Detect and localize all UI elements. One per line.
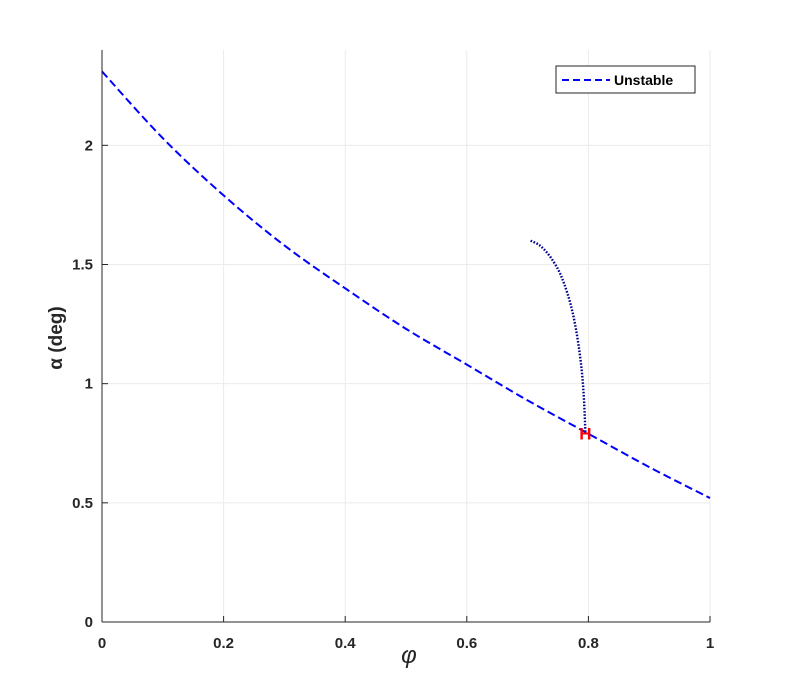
x-tick-label-1: 0.2 [213, 635, 234, 652]
y-axis-label: α (deg) [46, 306, 67, 369]
y-tick-label-1: 0.5 [72, 495, 93, 512]
x-tick-label-2: 0.4 [335, 635, 357, 652]
x-tick-label-5: 1 [706, 635, 714, 652]
series-line-0 [101, 70, 711, 499]
grid [101, 50, 711, 623]
series-line-1 [530, 239, 587, 432]
tick-labels: 0 0.2 0.4 0.6 0.8 1 0 0.5 1 1.5 2 [72, 137, 714, 652]
annotations: H [579, 425, 591, 444]
y-tick-label-4: 2 [85, 137, 93, 154]
legend: Unstable [555, 65, 696, 94]
x-tick-label-0: 0 [98, 635, 106, 652]
y-tick-label-3: 1.5 [72, 257, 93, 274]
legend-entry-unstable: Unstable [614, 72, 673, 88]
y-tick-label-2: 1 [85, 376, 93, 393]
x-axis-label: φ [401, 642, 417, 669]
x-tick-label-3: 0.6 [456, 635, 477, 652]
hopf-point-label: H [579, 425, 591, 444]
series-layer [101, 70, 711, 499]
axes [101, 50, 711, 623]
x-tick-label-4: 0.8 [578, 635, 599, 652]
y-tick-label-0: 0 [85, 614, 93, 631]
